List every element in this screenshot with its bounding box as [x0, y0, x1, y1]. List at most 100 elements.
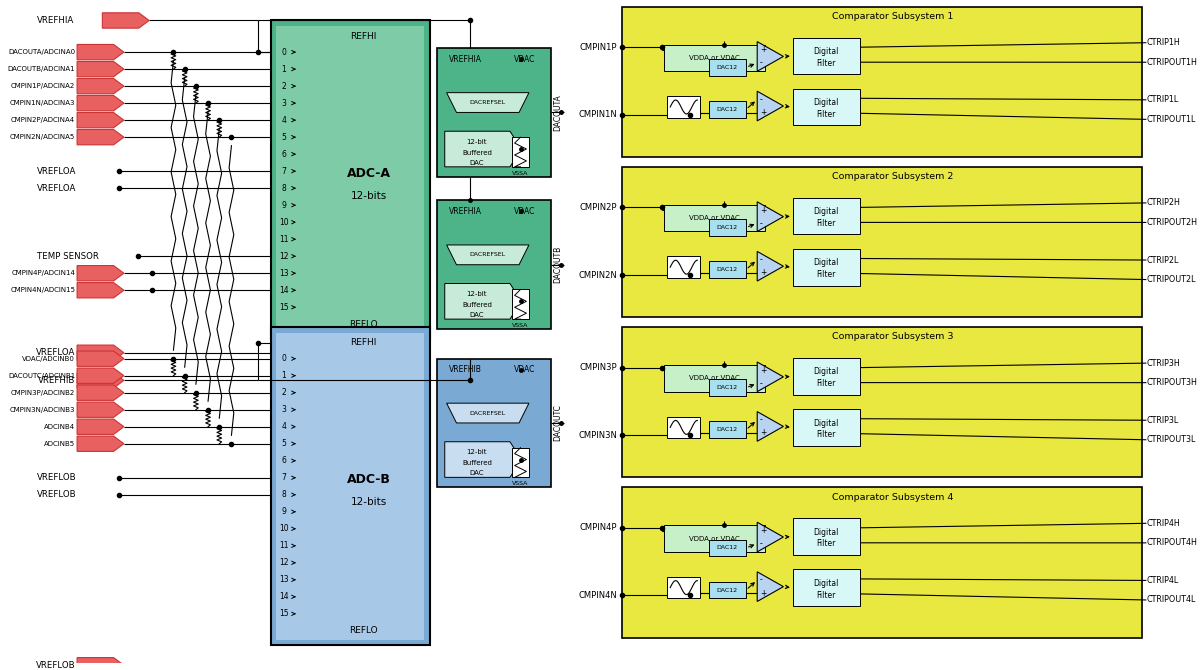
- Bar: [276, 333, 424, 640]
- Bar: [276, 26, 424, 333]
- Text: CTRIPOUT2L: CTRIPOUT2L: [1146, 275, 1196, 284]
- Text: VDAC: VDAC: [514, 207, 535, 216]
- Polygon shape: [77, 436, 124, 452]
- Text: +: +: [760, 589, 767, 598]
- Polygon shape: [446, 92, 529, 113]
- Text: +: +: [760, 206, 767, 214]
- Text: 1: 1: [282, 371, 287, 380]
- Text: Digital: Digital: [814, 528, 839, 537]
- Text: 5: 5: [282, 133, 287, 141]
- Polygon shape: [77, 78, 124, 94]
- Text: CMPIN4N/ADCIN15: CMPIN4N/ADCIN15: [11, 287, 76, 293]
- Text: -: -: [760, 415, 763, 424]
- Bar: [708, 59, 746, 76]
- Text: VDAC: VDAC: [514, 54, 535, 64]
- Text: DACOUTA/ADCINA0: DACOUTA/ADCINA0: [8, 49, 76, 55]
- Text: VSSA: VSSA: [512, 323, 529, 328]
- Text: 10: 10: [280, 218, 289, 226]
- Text: Filter: Filter: [817, 539, 836, 549]
- Bar: [708, 379, 746, 396]
- Text: VSSA: VSSA: [512, 171, 529, 176]
- Text: 5: 5: [282, 440, 287, 448]
- Text: DAC12: DAC12: [716, 65, 738, 70]
- Text: 0: 0: [282, 48, 287, 57]
- Text: VDAC: VDAC: [514, 365, 535, 374]
- Text: CTRIPOUT2H: CTRIPOUT2H: [1146, 218, 1198, 227]
- Bar: [512, 289, 529, 319]
- Text: VREFHIB: VREFHIB: [38, 376, 76, 385]
- Text: 12-bit: 12-bit: [467, 450, 487, 456]
- Polygon shape: [77, 419, 124, 434]
- Text: 7: 7: [282, 473, 287, 482]
- Text: Comparator Subsystem 4: Comparator Subsystem 4: [832, 492, 953, 502]
- Bar: [793, 519, 860, 555]
- Text: REFLO: REFLO: [349, 626, 377, 635]
- Text: DACOUTA: DACOUTA: [553, 94, 563, 131]
- Text: Comparator Subsystem 3: Comparator Subsystem 3: [832, 332, 953, 342]
- Text: DAC12: DAC12: [716, 427, 738, 432]
- Text: CTRIP4L: CTRIP4L: [1146, 576, 1178, 585]
- Polygon shape: [757, 251, 784, 281]
- Polygon shape: [77, 96, 124, 111]
- Text: Filter: Filter: [817, 430, 836, 440]
- Text: +: +: [760, 526, 767, 535]
- Bar: [793, 249, 860, 285]
- Text: 12: 12: [280, 252, 288, 261]
- Text: CMPIN3P: CMPIN3P: [580, 363, 617, 372]
- Polygon shape: [77, 44, 124, 60]
- Text: Digital: Digital: [814, 207, 839, 216]
- Text: Filter: Filter: [817, 110, 836, 119]
- Text: -: -: [760, 95, 763, 104]
- Text: 8: 8: [282, 490, 287, 499]
- Polygon shape: [77, 368, 124, 383]
- Bar: [437, 200, 551, 329]
- Text: 13: 13: [280, 269, 289, 278]
- Polygon shape: [446, 403, 529, 423]
- Text: CMPIN1N: CMPIN1N: [578, 111, 617, 119]
- Bar: [623, 487, 1141, 638]
- Text: ADCINB5: ADCINB5: [44, 441, 76, 447]
- Polygon shape: [77, 351, 124, 366]
- Polygon shape: [77, 373, 124, 388]
- Text: +: +: [760, 429, 767, 438]
- Text: 0: 0: [282, 354, 287, 363]
- Text: DAC: DAC: [469, 312, 485, 318]
- Text: DAC12: DAC12: [716, 545, 738, 551]
- Text: CTRIPOUT3L: CTRIPOUT3L: [1146, 436, 1195, 444]
- Text: CMPIN3N: CMPIN3N: [578, 431, 617, 440]
- Text: DAC12: DAC12: [716, 267, 738, 272]
- Text: -: -: [760, 576, 763, 585]
- Polygon shape: [446, 245, 529, 265]
- Text: CMPIN2N/ADCINA5: CMPIN2N/ADCINA5: [10, 134, 76, 140]
- Text: VREFLOB: VREFLOB: [37, 490, 77, 499]
- Text: 6: 6: [282, 149, 287, 159]
- Text: CMPIN1N/ADCINA3: CMPIN1N/ADCINA3: [10, 100, 76, 106]
- Bar: [667, 96, 700, 118]
- Bar: [793, 38, 860, 74]
- Polygon shape: [445, 131, 522, 167]
- Text: +: +: [760, 366, 767, 375]
- Text: ADCINB4: ADCINB4: [44, 423, 76, 429]
- Text: CTRIP4H: CTRIP4H: [1146, 519, 1180, 528]
- Text: VSSA: VSSA: [512, 481, 529, 486]
- Bar: [667, 257, 700, 278]
- Text: 14: 14: [280, 592, 289, 601]
- Bar: [623, 327, 1141, 477]
- Text: REFHI: REFHI: [349, 31, 376, 41]
- Text: DACOUTB/ADCINA1: DACOUTB/ADCINA1: [7, 66, 76, 72]
- Text: 3: 3: [282, 98, 287, 108]
- Text: VREFHIA: VREFHIA: [449, 54, 481, 64]
- Bar: [708, 539, 746, 556]
- Text: DACOUTC/ADCINB1: DACOUTC/ADCINB1: [8, 373, 76, 379]
- Text: 14: 14: [280, 285, 289, 295]
- Text: VREFLOB: VREFLOB: [36, 661, 76, 670]
- Bar: [623, 167, 1141, 317]
- Text: CMPIN3P/ADCINB2: CMPIN3P/ADCINB2: [11, 390, 76, 396]
- Text: CTRIP3L: CTRIP3L: [1146, 415, 1178, 425]
- Text: VREFHIB: VREFHIB: [449, 365, 481, 374]
- Bar: [271, 21, 430, 339]
- Polygon shape: [77, 402, 124, 417]
- Bar: [667, 417, 700, 438]
- Polygon shape: [445, 442, 522, 477]
- Text: Buffered: Buffered: [462, 302, 492, 308]
